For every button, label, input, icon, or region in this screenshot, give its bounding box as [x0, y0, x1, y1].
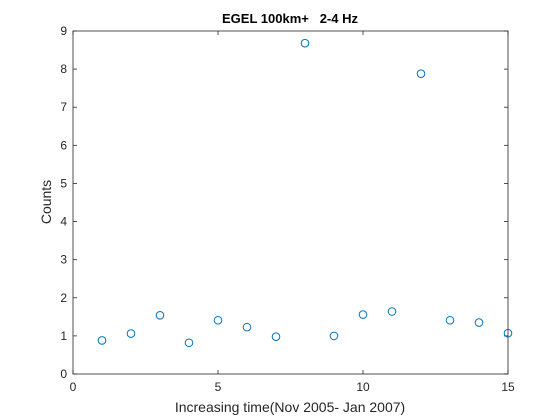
data-series — [97, 38, 513, 348]
y-tick-label: 5 — [60, 176, 67, 190]
x-tick-label: 0 — [70, 380, 77, 394]
y-tick-label: 7 — [60, 100, 67, 114]
data-point — [416, 69, 426, 78]
y-tick-label: 9 — [60, 24, 67, 38]
data-point — [329, 331, 339, 341]
data-point — [126, 329, 136, 338]
x-axis: 0 5 10 15 — [70, 31, 515, 394]
y-tick-label: 8 — [60, 62, 67, 76]
data-point — [474, 318, 484, 327]
data-point — [445, 315, 455, 325]
y-tick-label: 2 — [60, 291, 67, 305]
x-axis-label: Increasing time(Nov 2005- Jan 2007) — [175, 399, 405, 415]
plot-area — [72, 30, 509, 375]
data-point — [97, 336, 107, 345]
data-point — [184, 338, 194, 348]
data-point — [242, 322, 252, 332]
data-point — [387, 307, 397, 316]
y-tick-label: 6 — [60, 138, 67, 152]
data-point — [300, 38, 310, 48]
y-tick-label: 3 — [60, 253, 67, 267]
y-axis-label: Counts — [38, 180, 54, 224]
axes-box — [72, 30, 509, 375]
y-tick-label: 4 — [60, 215, 67, 229]
data-point — [271, 332, 281, 341]
x-tick-label: 15 — [501, 380, 515, 394]
data-point — [503, 328, 513, 338]
data-point — [213, 315, 223, 325]
y-tick-label: 0 — [60, 367, 67, 381]
chart-title: EGEL 100km+ 2-4 Hz — [222, 11, 358, 26]
y-tick-label: 1 — [60, 329, 67, 343]
y-axis: 0 1 2 3 4 5 6 7 8 9 — [60, 24, 508, 381]
x-tick-label: 10 — [356, 380, 370, 394]
data-point — [155, 311, 165, 320]
x-tick-label: 5 — [215, 380, 222, 394]
data-point — [358, 310, 368, 319]
